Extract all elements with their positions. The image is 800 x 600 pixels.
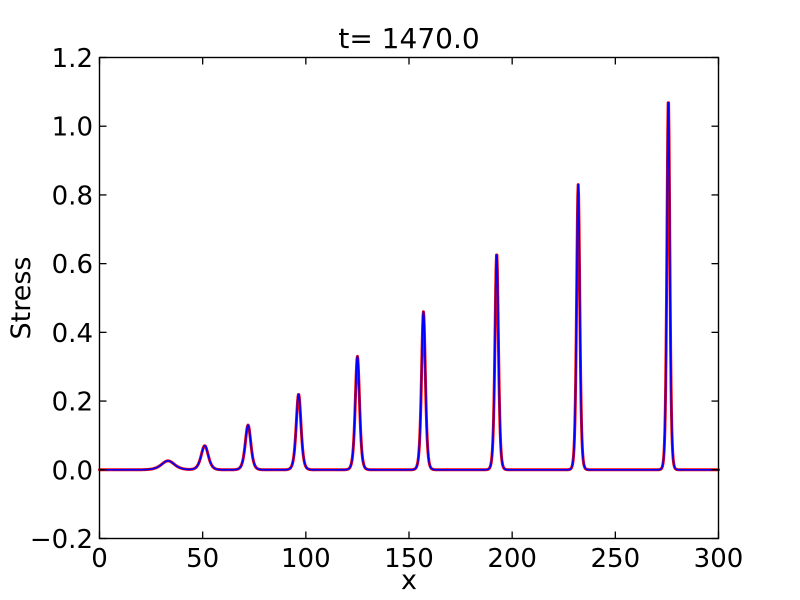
y-tick-label: 1.2 [52,44,93,74]
y-tick-label: 0.6 [52,250,93,280]
y-tick-label: 0.8 [52,181,93,211]
x-axis-label: x [401,565,417,596]
x-axis-ticks [98,57,720,539]
y-tick-label: 0.0 [52,456,93,486]
y-tick-labels: −0.2 0.0 0.2 0.4 0.6 0.8 1.0 1.2 [30,44,93,555]
chart-title: t= 1470.0 [338,22,479,55]
x-tick-label: 50 [186,544,219,574]
y-axis-ticks [99,56,719,540]
y-tick-label: 0.4 [52,319,93,349]
x-tick-label: 250 [591,544,641,574]
y-axis-label: Stress [6,257,37,340]
x-tick-label: 300 [694,544,744,574]
x-tick-label: 0 [91,544,108,574]
x-tick-labels: 0 50 100 150 200 250 300 [91,544,743,574]
series-blue-line [98,101,720,471]
y-tick-label: 0.2 [52,388,93,418]
y-tick-label: 1.0 [52,113,93,143]
y-tick-label: −0.2 [30,525,93,555]
x-tick-label: 100 [281,544,331,574]
plot-area [99,57,719,539]
x-tick-label: 200 [487,544,537,574]
x-tick-label: 150 [384,544,434,574]
curves-group [98,101,720,472]
